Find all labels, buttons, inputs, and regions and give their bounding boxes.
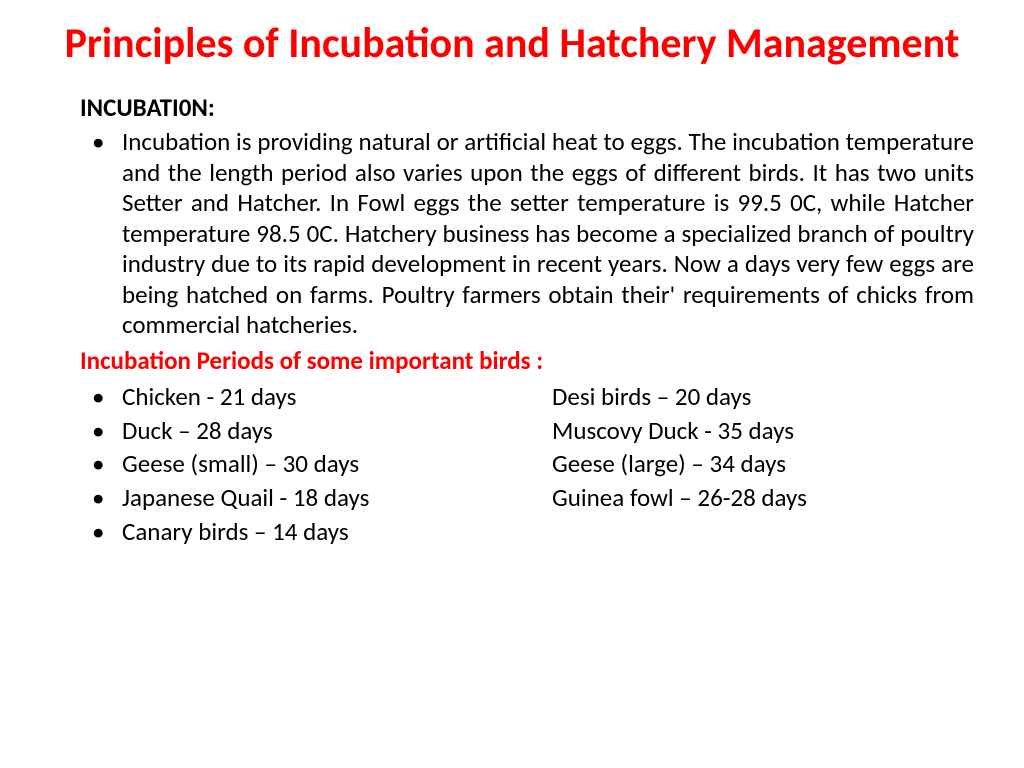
period-left: Japanese Quail - 18 days xyxy=(122,481,552,515)
period-right xyxy=(552,515,974,549)
period-left: Geese (small) – 30 days xyxy=(122,447,552,481)
section-heading: INCUBATI0N: xyxy=(80,92,974,123)
period-right: Muscovy Duck - 35 days xyxy=(552,414,974,448)
period-left: Canary birds – 14 days xyxy=(122,515,552,549)
period-left: Chicken - 21 days xyxy=(122,380,552,414)
period-row: Chicken - 21 days Desi birds – 20 days xyxy=(122,380,974,414)
period-row: Canary birds – 14 days xyxy=(122,515,974,549)
period-right: Desi birds – 20 days xyxy=(552,380,974,414)
period-right: Guinea fowl – 26-28 days xyxy=(552,481,974,515)
period-row: Duck – 28 days Muscovy Duck - 35 days xyxy=(122,414,974,448)
period-left: Duck – 28 days xyxy=(122,414,552,448)
period-row: Japanese Quail - 18 days Guinea fowl – 2… xyxy=(122,481,974,515)
period-right: Geese (large) – 34 days xyxy=(552,447,974,481)
sub-heading: Incubation Periods of some important bir… xyxy=(80,345,974,376)
period-row: Geese (small) – 30 days Geese (large) – … xyxy=(122,447,974,481)
slide-title: Principles of Incubation and Hatchery Ma… xyxy=(50,20,974,68)
body-paragraph: Incubation is providing natural or artif… xyxy=(122,127,974,341)
